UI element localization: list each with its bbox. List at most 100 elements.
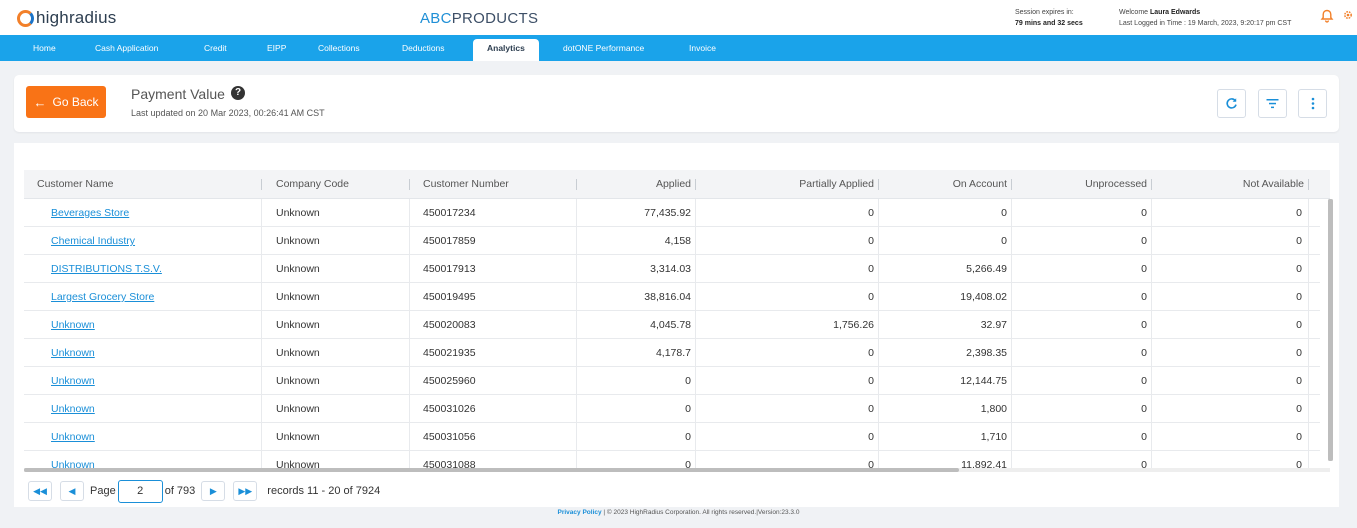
col-customer-name[interactable]: Customer Name bbox=[37, 178, 114, 190]
customer-name-cell[interactable]: Chemical Industry bbox=[51, 235, 136, 247]
column-divider[interactable] bbox=[695, 179, 696, 190]
grid-line bbox=[261, 199, 262, 472]
gear-icon[interactable] bbox=[1342, 9, 1354, 23]
filter-button[interactable] bbox=[1258, 89, 1287, 118]
nav-invoice[interactable]: Invoice bbox=[689, 43, 716, 53]
unprocessed-cell: 0 bbox=[1141, 431, 1147, 443]
horizontal-scrollbar[interactable] bbox=[24, 468, 1330, 472]
column-divider[interactable] bbox=[409, 179, 410, 190]
brand-name: ABCPRODUCTS bbox=[420, 10, 539, 27]
table-header: Customer Name Company Code Customer Numb… bbox=[24, 170, 1330, 199]
col-partially-applied[interactable]: Partially Applied bbox=[799, 178, 874, 190]
nav-collections[interactable]: Collections bbox=[318, 43, 360, 53]
partially-applied-cell: 0 bbox=[868, 291, 874, 303]
partially-applied-cell: 0 bbox=[868, 431, 874, 443]
column-divider[interactable] bbox=[1308, 179, 1309, 190]
last-page-button[interactable]: ▶▶ bbox=[233, 481, 258, 501]
customer-name-cell[interactable]: Unknown bbox=[51, 431, 95, 443]
on-account-cell: 32.97 bbox=[980, 319, 1007, 331]
grid-line bbox=[1308, 199, 1309, 472]
customer-name-cell[interactable]: Unknown bbox=[51, 375, 95, 387]
last-logged-in: Last Logged in Time : 19 March, 2023, 9:… bbox=[1119, 20, 1292, 27]
customer-name-cell[interactable]: DISTRIBUTIONS T.S.V. bbox=[51, 263, 162, 275]
customer-number-cell: 450021935 bbox=[423, 347, 476, 359]
arrow-left-icon: ← bbox=[33, 94, 47, 110]
col-customer-number[interactable]: Customer Number bbox=[423, 178, 509, 190]
vertical-scroll-thumb[interactable] bbox=[1328, 199, 1333, 461]
vertical-scrollbar[interactable] bbox=[1328, 199, 1333, 461]
table-row[interactable]: Unknown Unknown 450020083 4,045.78 1,756.26 3… bbox=[24, 311, 1320, 339]
copyright-text: | © 2023 HighRadius Corporation. All rig… bbox=[601, 509, 800, 516]
not-available-cell: 0 bbox=[1296, 459, 1302, 471]
nav-analytics[interactable]: Analytics bbox=[473, 39, 539, 61]
company-code-cell: Unknown bbox=[276, 263, 320, 275]
highradius-logo[interactable]: highradius bbox=[17, 8, 116, 28]
on-account-cell: 1,710 bbox=[980, 431, 1007, 443]
customer-name-cell[interactable]: Unknown bbox=[51, 347, 95, 359]
page-number-input[interactable] bbox=[117, 479, 163, 503]
on-account-cell: 0 bbox=[1001, 207, 1007, 219]
customer-name-cell[interactable]: Largest Grocery Store bbox=[51, 291, 155, 303]
column-divider[interactable] bbox=[1011, 179, 1012, 190]
column-divider[interactable] bbox=[576, 179, 577, 190]
col-not-available[interactable]: Not Available bbox=[1242, 178, 1304, 190]
nav-dotone-performance[interactable]: dotONE Performance bbox=[563, 43, 645, 53]
session-timer: Session expires in: 79 mins and 32 secs bbox=[1015, 7, 1083, 29]
unprocessed-cell: 0 bbox=[1141, 319, 1147, 331]
help-icon[interactable]: ? bbox=[231, 86, 245, 100]
page-label: Page bbox=[90, 485, 116, 497]
table-row[interactable]: DISTRIBUTIONS T.S.V. Unknown 450017913 3,31… bbox=[24, 255, 1320, 283]
column-divider[interactable] bbox=[878, 179, 879, 190]
more-options-button[interactable] bbox=[1298, 89, 1327, 118]
nav-eipp[interactable]: EIPP bbox=[267, 43, 287, 53]
not-available-cell: 0 bbox=[1296, 263, 1302, 275]
table-body: Beverages Store Unknown 450017234 77,435.92… bbox=[24, 199, 1320, 472]
customer-name-cell[interactable]: Beverages Store bbox=[51, 207, 130, 219]
col-company-code[interactable]: Company Code bbox=[276, 178, 349, 190]
not-available-cell: 0 bbox=[1296, 235, 1302, 247]
nav-cash-application[interactable]: Cash Application bbox=[95, 43, 159, 53]
applied-cell: 0 bbox=[685, 403, 691, 415]
table-row[interactable]: Unknown Unknown 450031026 0 0 1,800 0 0 bbox=[24, 395, 1320, 423]
table-row[interactable]: Unknown Unknown 450021935 4,178.7 0 2,398.35 0… bbox=[24, 339, 1320, 367]
unprocessed-cell: 0 bbox=[1141, 263, 1147, 275]
prev-page-button[interactable]: ◀ bbox=[60, 481, 84, 501]
table-row[interactable]: Unknown Unknown 450025960 0 0 12,144.75 0 0 bbox=[24, 367, 1320, 395]
on-account-cell: 2,398.35 bbox=[966, 347, 1007, 359]
records-count: records 11 - 20 of 7924 bbox=[267, 485, 381, 497]
not-available-cell: 0 bbox=[1296, 431, 1302, 443]
privacy-policy-link[interactable]: Privacy Policy bbox=[557, 509, 602, 516]
nav-credit[interactable]: Credit bbox=[204, 43, 227, 53]
go-back-button[interactable]: ← Go Back bbox=[26, 86, 106, 118]
column-divider[interactable] bbox=[261, 179, 262, 190]
table-row[interactable]: Unknown Unknown 450031056 0 0 1,710 0 0 bbox=[24, 423, 1320, 451]
column-divider[interactable] bbox=[1151, 179, 1152, 190]
nav-home[interactable]: Home bbox=[33, 43, 56, 53]
col-applied[interactable]: Applied bbox=[655, 178, 691, 190]
company-code-cell: Unknown bbox=[276, 319, 320, 331]
table-row[interactable]: Largest Grocery Store Unknown 450019495 38,… bbox=[24, 283, 1320, 311]
applied-cell: 77,435.92 bbox=[644, 207, 691, 219]
next-page-button[interactable]: ▶ bbox=[201, 481, 226, 501]
customer-number-cell: 450017913 bbox=[423, 263, 476, 275]
table-row[interactable]: Chemical Industry Unknown 450017859 4,158 0 0… bbox=[24, 227, 1320, 255]
top-header: highradius ABCPRODUCTS Session expires i… bbox=[0, 0, 1357, 35]
bell-icon[interactable] bbox=[1320, 9, 1334, 23]
customer-name-cell[interactable]: Unknown bbox=[51, 319, 95, 331]
applied-cell: 3,314.03 bbox=[650, 263, 691, 275]
refresh-button[interactable] bbox=[1217, 89, 1246, 118]
horizontal-scroll-thumb[interactable] bbox=[24, 468, 959, 472]
not-available-cell: 0 bbox=[1296, 403, 1302, 415]
first-page-button[interactable]: ◀◀ bbox=[28, 481, 52, 501]
applied-cell: 0 bbox=[685, 459, 691, 471]
customer-name-cell[interactable]: Unknown bbox=[51, 403, 95, 415]
unprocessed-cell: 0 bbox=[1141, 207, 1147, 219]
nav-deductions[interactable]: Deductions bbox=[402, 43, 445, 53]
table-row[interactable]: Beverages Store Unknown 450017234 77,435.92… bbox=[24, 199, 1320, 227]
partially-applied-cell: 0 bbox=[868, 235, 874, 247]
pagination: ◀◀ ◀ Page of 793 ▶ ▶▶ records 11 - 20 of… bbox=[28, 475, 380, 507]
col-unprocessed[interactable]: Unprocessed bbox=[1085, 178, 1147, 190]
session-label: Session expires in: bbox=[1015, 9, 1074, 16]
not-available-cell: 0 bbox=[1296, 207, 1302, 219]
col-on-account[interactable]: On Account bbox=[952, 178, 1007, 190]
